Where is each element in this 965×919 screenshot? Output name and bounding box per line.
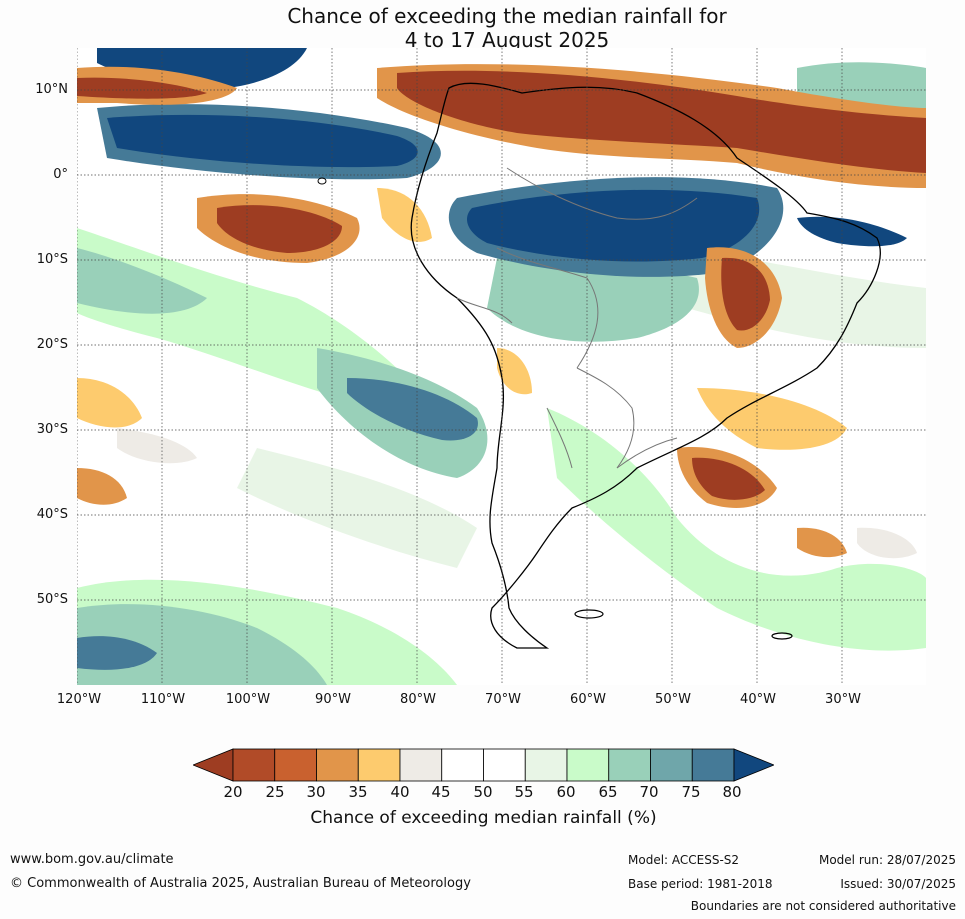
colorbar-swatch xyxy=(357,748,401,782)
lat-label-10n: 10°N xyxy=(35,82,68,97)
lon-label-110w: 110°W xyxy=(140,692,186,707)
colorbar-title: Chance of exceeding median rainfall (%) xyxy=(310,808,657,828)
website-link[interactable]: www.bom.gov.au/climate xyxy=(10,852,174,867)
copyright-text: © Commonwealth of Australia 2025, Austra… xyxy=(10,876,471,891)
region-grey xyxy=(857,527,917,559)
map-title-line1: Chance of exceeding the median rainfall … xyxy=(287,4,727,28)
region-teal xyxy=(77,248,207,314)
falkland-islands xyxy=(574,609,604,619)
region-yellow xyxy=(377,188,432,242)
colorbar-tick-65: 65 xyxy=(598,783,618,801)
region-steelblue xyxy=(347,378,478,441)
region-orange xyxy=(77,468,127,505)
lat-label-30s: 30°S xyxy=(36,422,68,437)
colorbar-swatch xyxy=(566,748,610,782)
colorbar-swatch xyxy=(691,748,735,782)
region-teal xyxy=(487,258,699,342)
lat-label-10s: 10°S xyxy=(36,252,68,267)
lat-label-40s: 40°S xyxy=(36,507,68,522)
region-darkblue xyxy=(467,189,760,262)
region-brown xyxy=(397,70,926,173)
colorbar-swatch xyxy=(274,748,317,782)
colorbar-tick-50: 50 xyxy=(473,783,493,801)
colorbar-swatch xyxy=(608,748,651,782)
graticule xyxy=(77,48,926,685)
island xyxy=(771,632,793,640)
colorbar-tick-45: 45 xyxy=(431,783,451,801)
colorbar xyxy=(191,747,776,783)
colorbar-swatch xyxy=(650,748,693,782)
colorbar-swatches xyxy=(191,748,776,782)
region-brown xyxy=(217,205,342,253)
rainfall-map xyxy=(77,48,926,685)
lon-label-120w: 120°W xyxy=(56,692,102,707)
colorbar-arrow-low xyxy=(191,748,234,782)
region-brown xyxy=(77,77,207,99)
disclaimer-text: Boundaries are not considered authoritat… xyxy=(690,899,956,913)
colorbar-tick-55: 55 xyxy=(514,783,534,801)
colorbar-tick-70: 70 xyxy=(639,783,659,801)
colorbar-tick-20: 20 xyxy=(223,783,243,801)
region-brown xyxy=(692,457,765,500)
issued-text: Issued: 30/07/2025 xyxy=(840,877,956,891)
region-green xyxy=(547,408,926,651)
region-darkblue xyxy=(797,216,907,247)
colorbar-tick-35: 35 xyxy=(348,783,368,801)
colorbar-swatch xyxy=(232,748,276,782)
lat-label-20s: 20°S xyxy=(36,337,68,352)
region-yellow xyxy=(77,378,142,428)
lat-label-50s: 50°S xyxy=(36,592,68,607)
region-grey xyxy=(117,428,197,464)
region-steelblue xyxy=(77,636,157,670)
model-run-text: Model run: 28/07/2025 xyxy=(818,853,956,867)
colorbar-tick-25: 25 xyxy=(265,783,285,801)
colorbar-svg xyxy=(191,748,776,782)
lon-label-100w: 100°W xyxy=(225,692,271,707)
colorbar-swatch xyxy=(441,748,484,782)
colorbar-tick-60: 60 xyxy=(556,783,576,801)
lat-label-0: 0° xyxy=(53,167,68,182)
region-yellow xyxy=(697,388,847,450)
probability-regions xyxy=(77,48,926,685)
model-text: Model: ACCESS-S2 xyxy=(628,853,740,867)
region-yellow xyxy=(497,348,532,395)
south-america-coastline xyxy=(410,82,881,649)
base-period-text: Base period: 1981-2018 xyxy=(628,877,773,891)
lon-label-40w: 40°W xyxy=(740,692,776,707)
colorbar-tick-40: 40 xyxy=(390,783,410,801)
colorbar-swatch xyxy=(524,748,568,782)
lon-label-80w: 80°W xyxy=(400,692,436,707)
colorbar-swatch xyxy=(316,748,359,782)
colorbar-tick-80: 80 xyxy=(722,783,742,801)
region-darkblue xyxy=(107,114,418,168)
region-brown xyxy=(721,257,770,331)
colorbar-tick-75: 75 xyxy=(681,783,701,801)
lon-label-70w: 70°W xyxy=(485,692,521,707)
region-orange xyxy=(797,527,847,558)
galapagos-islands xyxy=(317,177,327,185)
lon-label-90w: 90°W xyxy=(315,692,351,707)
lon-label-60w: 60°W xyxy=(570,692,606,707)
lon-label-30w: 30°W xyxy=(825,692,861,707)
colorbar-swatch xyxy=(399,748,443,782)
lon-label-50w: 50°W xyxy=(655,692,691,707)
map-canvas xyxy=(77,48,926,685)
colorbar-arrow-high xyxy=(733,748,776,782)
map-title: Chance of exceeding the median rainfall … xyxy=(0,4,965,52)
colorbar-swatch xyxy=(483,748,526,782)
colorbar-tick-30: 30 xyxy=(306,783,326,801)
